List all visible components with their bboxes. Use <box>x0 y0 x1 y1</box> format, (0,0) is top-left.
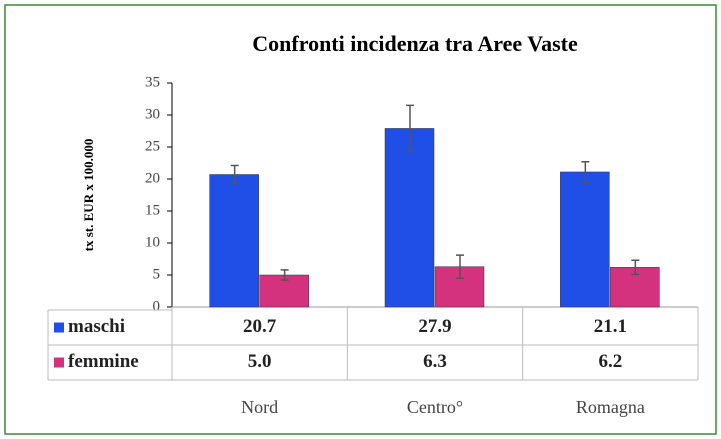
table-value: 21.1 <box>594 316 627 337</box>
x-tick-label: Nord <box>241 397 278 417</box>
legend-label: femmine <box>68 351 139 372</box>
error-bar <box>581 160 590 183</box>
legend-key <box>54 322 64 333</box>
bar <box>209 174 259 308</box>
bar <box>384 128 435 308</box>
error-bar <box>406 104 414 153</box>
x-tick-label: Centro° <box>407 397 463 417</box>
table-value: 5.0 <box>248 351 272 372</box>
error-bar <box>456 254 464 279</box>
table-value: 27.9 <box>418 316 451 337</box>
legend-label: maschi <box>68 316 125 337</box>
table-value: 6.3 <box>423 351 447 372</box>
y-tick-label: 5 <box>153 266 161 282</box>
y-tick-label: 15 <box>145 202 160 218</box>
bar <box>560 171 610 308</box>
y-tick-label: 30 <box>145 106 160 122</box>
y-tick-label: 10 <box>145 234 160 250</box>
y-tick-label: 35 <box>145 74 160 90</box>
y-tick-label: 20 <box>145 170 160 186</box>
error-bar <box>230 164 239 185</box>
table-value: 6.2 <box>598 351 622 372</box>
chart-title: Confronti incidenza tra Aree Vaste <box>252 31 578 56</box>
y-tick-label: 25 <box>145 138 160 154</box>
y-axis-label: tx st. EUR x 100.000 <box>81 139 96 252</box>
error-bar <box>631 259 640 276</box>
legend-key <box>54 357 64 368</box>
x-tick-label: Romagna <box>576 397 645 417</box>
table-value: 20.7 <box>243 316 277 337</box>
y-tick-label: 0 <box>153 298 161 314</box>
error-bar <box>280 269 289 281</box>
